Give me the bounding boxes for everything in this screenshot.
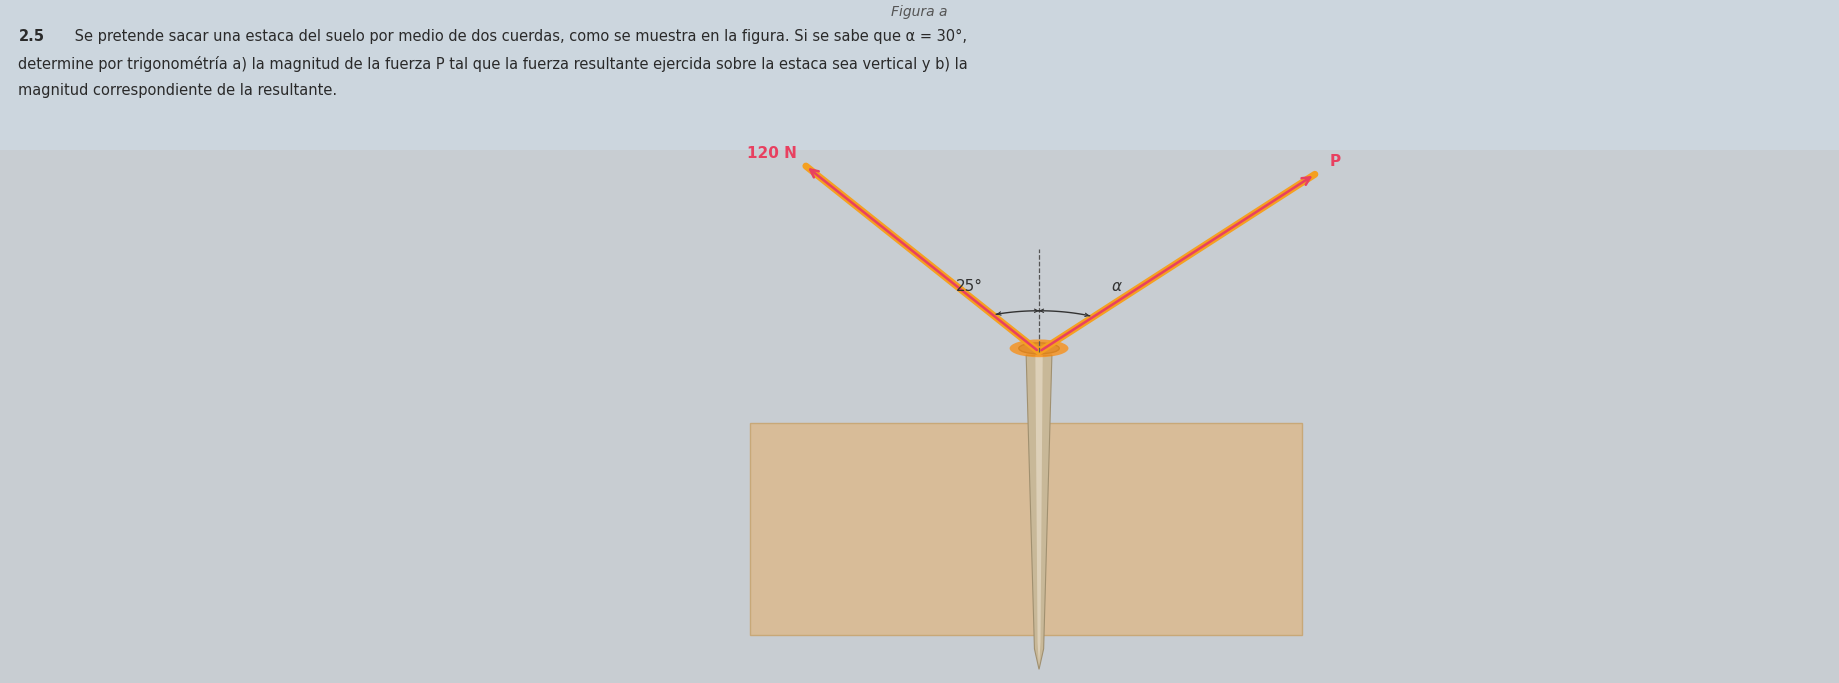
- Ellipse shape: [1019, 343, 1059, 354]
- Text: α: α: [1111, 279, 1122, 294]
- Polygon shape: [1026, 355, 1052, 669]
- Text: magnitud correspondiente de la resultante.: magnitud correspondiente de la resultant…: [18, 83, 338, 98]
- Text: 25°: 25°: [956, 279, 982, 294]
- Text: Se pretende sacar una estaca del suelo por medio de dos cuerdas, como se muestra: Se pretende sacar una estaca del suelo p…: [70, 29, 967, 44]
- Text: P: P: [1330, 154, 1341, 169]
- Text: Figura a: Figura a: [892, 5, 947, 18]
- Ellipse shape: [1010, 339, 1068, 357]
- Text: 2.5: 2.5: [18, 29, 44, 44]
- Bar: [0, 0, 1839, 150]
- Polygon shape: [1035, 355, 1043, 666]
- Text: 120 N: 120 N: [747, 145, 796, 161]
- Text: determine por trigonométría a) la magnitud de la fuerza P tal que la fuerza resu: determine por trigonométría a) la magnit…: [18, 56, 967, 72]
- Bar: [750, 423, 1302, 635]
